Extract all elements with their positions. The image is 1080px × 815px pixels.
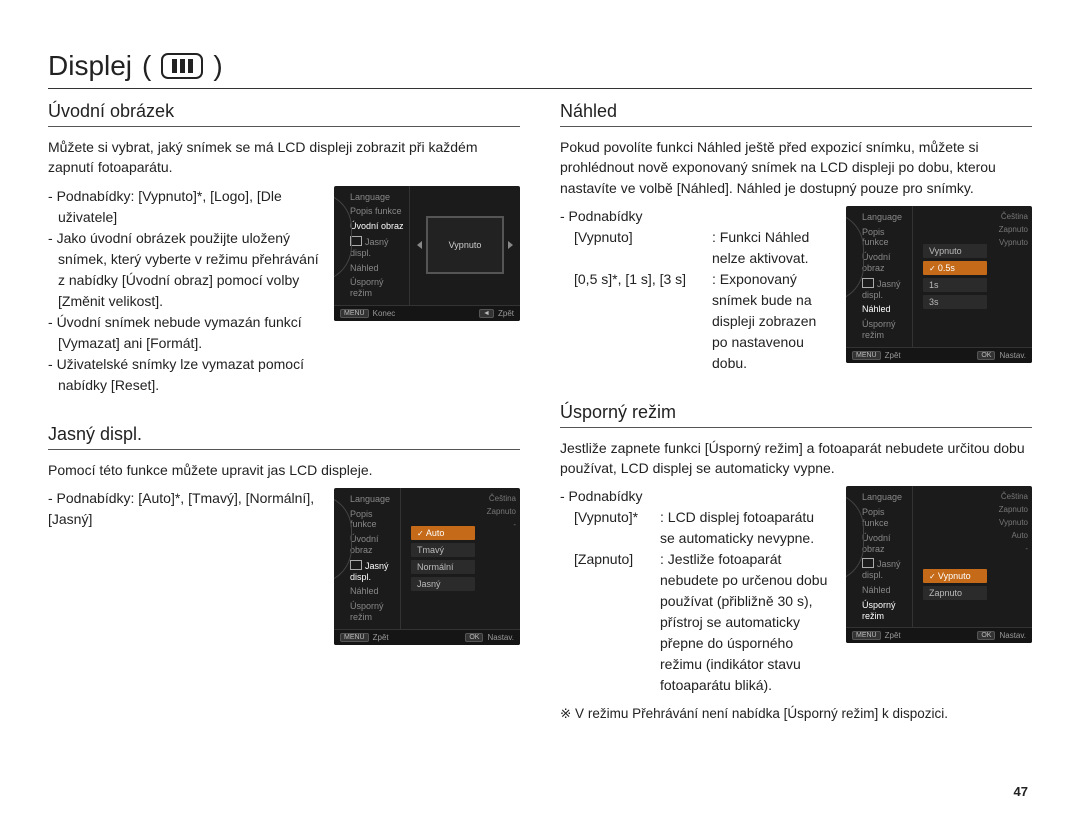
mini-usporny-bar-right[interactable]: OK Nastav. (977, 631, 1026, 640)
mini-nahled-opt3[interactable]: 3s (923, 295, 987, 309)
mini-usporny-bar-left[interactable]: MENU Zpět (852, 631, 901, 640)
mini-uvodni-bar-left[interactable]: MENU Konec (340, 309, 395, 318)
section-title-jasny: Jasný displ. (48, 424, 520, 450)
mini-nahled-opt0[interactable]: Vypnuto (923, 244, 987, 258)
mini-jasny-opt0[interactable]: Auto (411, 526, 475, 540)
mini-jasny-opt2[interactable]: Normální (411, 560, 475, 574)
nahled-intro: Pokud povolíte funkci Náhled ještě před … (560, 137, 1032, 198)
uvodni-b0: - Podnabídky: [Vypnuto]*, [Logo], [Dle u… (48, 186, 320, 228)
usporny-r1v: : Jestliže fotoaparát nebudete po určeno… (660, 549, 832, 696)
page-number: 47 (1014, 784, 1028, 799)
section-uvodni: Úvodní obrázek Můžete si vybrat, jaký sn… (48, 101, 520, 396)
mini-jasny-pane: Auto Tmavý Normální Jasný (401, 488, 481, 629)
mini-uvodni-preview: Vypnuto (426, 216, 504, 274)
usporny-r0k: [Vypnuto]* (574, 507, 660, 549)
section-title-usporny: Úsporný režim (560, 402, 1032, 428)
mini-usporny-opt1[interactable]: Zapnuto (923, 586, 987, 600)
uvodni-intro: Můžete si vybrat, jaký snímek se má LCD … (48, 137, 520, 178)
mini-nahled-rvals: Čeština Zapnuto Vypnuto (993, 206, 1032, 347)
mini-nahled-opt2[interactable]: 1s (923, 278, 987, 292)
jasny-sub: - Podnabídky: [Auto]*, [Tmavý], [Normáln… (48, 488, 320, 530)
mini-jasny-side: Language Popis funkce Úvodní obraz Jasný… (334, 488, 401, 629)
mini-usporny-pane: Vypnuto Zapnuto (913, 486, 993, 627)
jasny-intro: Pomocí této funkce můžete upravit jas LC… (48, 460, 520, 480)
uvodni-b3: - Uživatelské snímky lze vymazat pomocí … (48, 354, 320, 396)
usporny-sub: - Podnabídky [Vypnuto]* : LCD displej fo… (560, 486, 832, 696)
uvodni-bullets: - Podnabídky: [Vypnuto]*, [Logo], [Dle u… (48, 186, 320, 396)
page-title-paren-close: ) (213, 50, 222, 82)
page-title-paren-open: ( (142, 50, 151, 82)
section-nahled: Náhled Pokud povolíte funkci Náhled ješt… (560, 101, 1032, 374)
mini-nahled-bar-right[interactable]: OK Nastav. (977, 351, 1026, 360)
mini-usporny-rvals: Čeština Zapnuto Vypnuto Auto - (993, 486, 1032, 627)
usporny-intro: Jestliže zapnete funkci [Úsporný režim] … (560, 438, 1032, 479)
mini-jasny-rvals: Čeština Zapnuto - (481, 488, 520, 629)
arrow-left-icon[interactable] (417, 241, 422, 249)
uvodni-b1: - Jako úvodní obrázek použijte uložený s… (48, 228, 320, 312)
usporny-note: ※ V režimu Přehrávání není nabídka [Úspo… (560, 706, 1032, 722)
right-column: Náhled Pokud povolíte funkci Náhled ješt… (560, 101, 1032, 750)
uvodni-b2: - Úvodní snímek nebude vymazán funkcí [V… (48, 312, 320, 354)
page-title: Displej ( ) (48, 50, 1032, 89)
nahled-r0v: : Funkci Náhled nelze aktivovat. (712, 227, 832, 269)
mini-jasny-bar-left[interactable]: MENU Zpět (340, 633, 389, 642)
mini-nahled-opt1[interactable]: 0.5s (923, 261, 987, 275)
mini-uvodni-bar-right[interactable]: ◄ Zpět (479, 309, 514, 318)
nahled-r1v: : Exponovaný snímek bude na displeji zob… (712, 269, 832, 374)
mini-nahled-bar-left[interactable]: MENU Zpět (852, 351, 901, 360)
section-jasny: Jasný displ. Pomocí této funkce můžete u… (48, 424, 520, 645)
mini-usporny: Language Popis funkce Úvodní obraz Jasný… (846, 486, 1032, 643)
columns: Úvodní obrázek Můžete si vybrat, jaký sn… (48, 101, 1032, 750)
mini-uvodni-pane: Vypnuto (410, 186, 520, 305)
nahled-r0k: [Vypnuto] (574, 227, 712, 269)
left-column: Úvodní obrázek Můžete si vybrat, jaký sn… (48, 101, 520, 750)
usporny-r0v: : LCD displej fotoaparátu se automaticky… (660, 507, 832, 549)
section-title-nahled: Náhled (560, 101, 1032, 127)
nahled-sub: - Podnabídky [Vypnuto] : Funkci Náhled n… (560, 206, 832, 374)
mini-jasny: Language Popis funkce Úvodní obraz Jasný… (334, 488, 520, 645)
section-usporny: Úsporný režim Jestliže zapnete funkci [Ú… (560, 402, 1032, 723)
page-title-text: Displej (48, 50, 132, 82)
section-title-uvodni: Úvodní obrázek (48, 101, 520, 127)
nahled-r1k: [0,5 s]*, [1 s], [3 s] (574, 269, 712, 374)
mini-nahled-pane: Vypnuto 0.5s 1s 3s (913, 206, 993, 347)
usporny-r1k: [Zapnuto] (574, 549, 660, 696)
mini-nahled: Language Popis funkce Úvodní obraz Jasný… (846, 206, 1032, 363)
mini-jasny-bar-right[interactable]: OK Nastav. (465, 633, 514, 642)
display-icon (161, 53, 203, 79)
mini-usporny-side: Language Popis funkce Úvodní obraz Jasný… (846, 486, 913, 627)
mini-jasny-opt3[interactable]: Jasný (411, 577, 475, 591)
mini-uvodni: Language Popis funkce Úvodní obraz Jasný… (334, 186, 520, 321)
mini-usporny-opt0[interactable]: Vypnuto (923, 569, 987, 583)
arrow-right-icon[interactable] (508, 241, 513, 249)
mini-jasny-opt1[interactable]: Tmavý (411, 543, 475, 557)
mini-nahled-side: Language Popis funkce Úvodní obraz Jasný… (846, 206, 913, 347)
mini-uvodni-side: Language Popis funkce Úvodní obraz Jasný… (334, 186, 410, 305)
